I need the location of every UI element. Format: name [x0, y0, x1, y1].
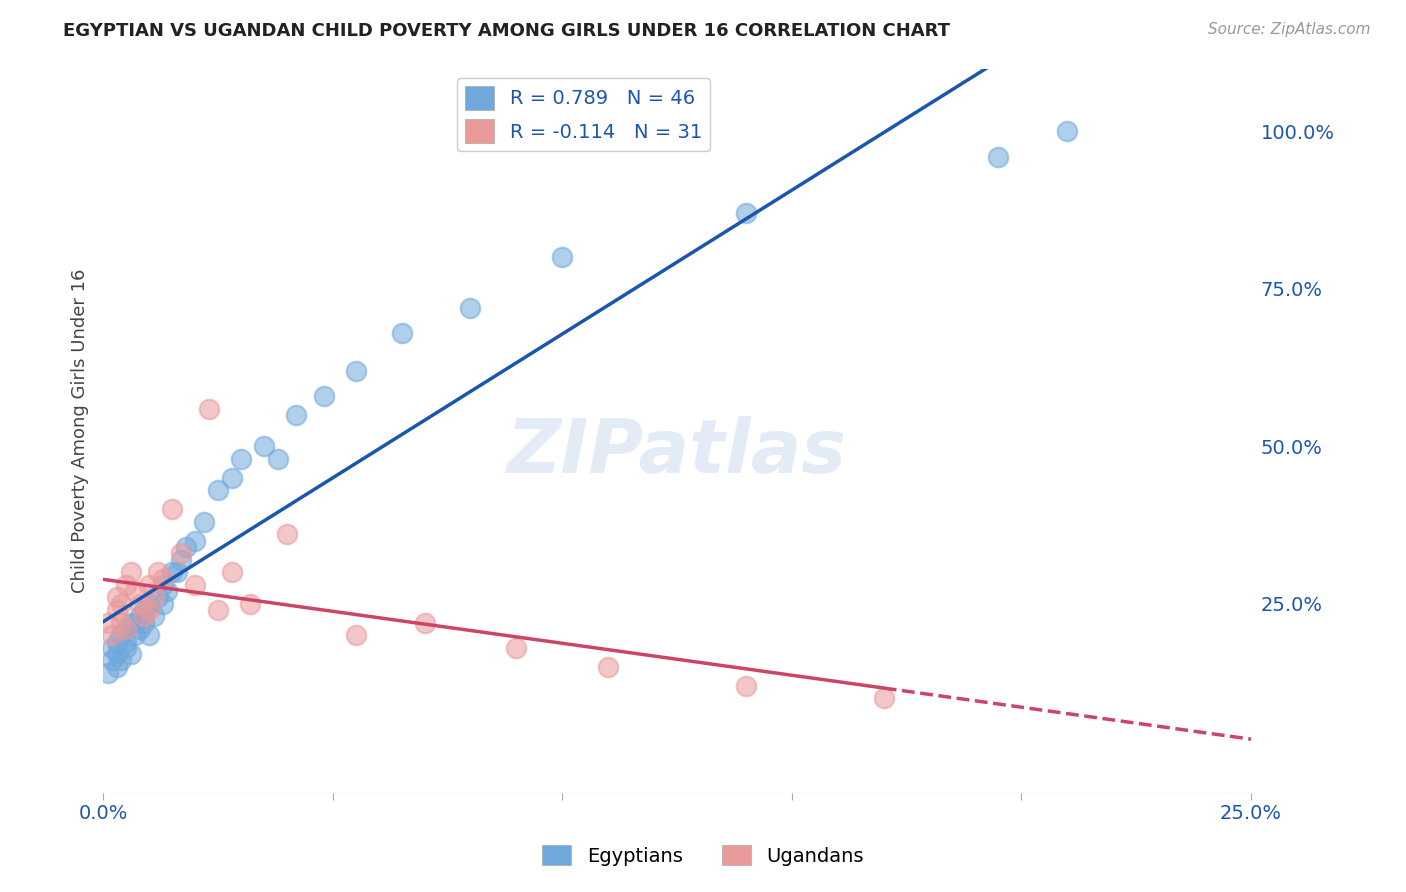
Point — [735, 206, 758, 220]
Point — [138, 597, 160, 611]
Point — [115, 578, 138, 592]
Point — [229, 451, 252, 466]
Point — [101, 640, 124, 655]
Point — [115, 622, 138, 636]
Point — [253, 439, 276, 453]
Point — [239, 597, 262, 611]
Point — [598, 659, 620, 673]
Point — [138, 628, 160, 642]
Point — [124, 628, 146, 642]
Point — [170, 552, 193, 566]
Point — [138, 603, 160, 617]
Point — [285, 408, 308, 422]
Point — [128, 609, 150, 624]
Point — [391, 326, 413, 340]
Point — [184, 578, 207, 592]
Point — [207, 483, 229, 498]
Point — [221, 471, 243, 485]
Point — [152, 572, 174, 586]
Point — [344, 628, 367, 642]
Point — [120, 647, 142, 661]
Point — [266, 451, 288, 466]
Point — [105, 647, 128, 661]
Point — [124, 584, 146, 599]
Point — [97, 666, 120, 681]
Point — [152, 597, 174, 611]
Point — [134, 615, 156, 630]
Legend: R = 0.789   N = 46, R = -0.114   N = 31: R = 0.789 N = 46, R = -0.114 N = 31 — [457, 78, 710, 151]
Point — [184, 533, 207, 548]
Point — [197, 401, 219, 416]
Point — [105, 634, 128, 648]
Point — [344, 364, 367, 378]
Point — [105, 659, 128, 673]
Point — [134, 609, 156, 624]
Point — [735, 679, 758, 693]
Point — [110, 597, 132, 611]
Point — [551, 251, 574, 265]
Text: Source: ZipAtlas.com: Source: ZipAtlas.com — [1208, 22, 1371, 37]
Point — [148, 566, 170, 580]
Point — [101, 628, 124, 642]
Legend: Egyptians, Ugandans: Egyptians, Ugandans — [534, 838, 872, 873]
Point — [166, 566, 188, 580]
Point — [170, 546, 193, 560]
Point — [987, 150, 1010, 164]
Point — [460, 301, 482, 315]
Point — [152, 578, 174, 592]
Point — [142, 591, 165, 605]
Point — [134, 603, 156, 617]
Point — [413, 615, 436, 630]
Point — [221, 566, 243, 580]
Point — [142, 609, 165, 624]
Point — [174, 540, 197, 554]
Point — [115, 634, 138, 648]
Point — [128, 597, 150, 611]
Point — [105, 603, 128, 617]
Point — [120, 615, 142, 630]
Point — [101, 653, 124, 667]
Point — [115, 622, 138, 636]
Point — [873, 691, 896, 706]
Point — [97, 615, 120, 630]
Point — [312, 389, 335, 403]
Point — [148, 591, 170, 605]
Point — [276, 527, 298, 541]
Point — [110, 653, 132, 667]
Point — [110, 628, 132, 642]
Point — [110, 615, 132, 630]
Text: ZIPatlas: ZIPatlas — [508, 416, 846, 489]
Point — [207, 603, 229, 617]
Text: EGYPTIAN VS UGANDAN CHILD POVERTY AMONG GIRLS UNDER 16 CORRELATION CHART: EGYPTIAN VS UGANDAN CHILD POVERTY AMONG … — [63, 22, 950, 40]
Point — [115, 640, 138, 655]
Point — [156, 584, 179, 599]
Point — [160, 566, 183, 580]
Point — [105, 591, 128, 605]
Point — [120, 566, 142, 580]
Y-axis label: Child Poverty Among Girls Under 16: Child Poverty Among Girls Under 16 — [72, 268, 89, 593]
Point — [160, 502, 183, 516]
Point — [193, 515, 215, 529]
Point — [505, 640, 527, 655]
Point — [124, 615, 146, 630]
Point — [1056, 124, 1078, 138]
Point — [138, 578, 160, 592]
Point — [128, 622, 150, 636]
